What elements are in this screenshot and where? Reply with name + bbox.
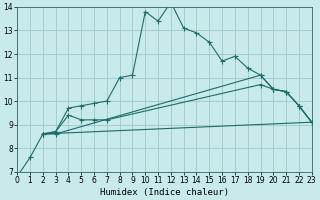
X-axis label: Humidex (Indice chaleur): Humidex (Indice chaleur) xyxy=(100,188,229,197)
